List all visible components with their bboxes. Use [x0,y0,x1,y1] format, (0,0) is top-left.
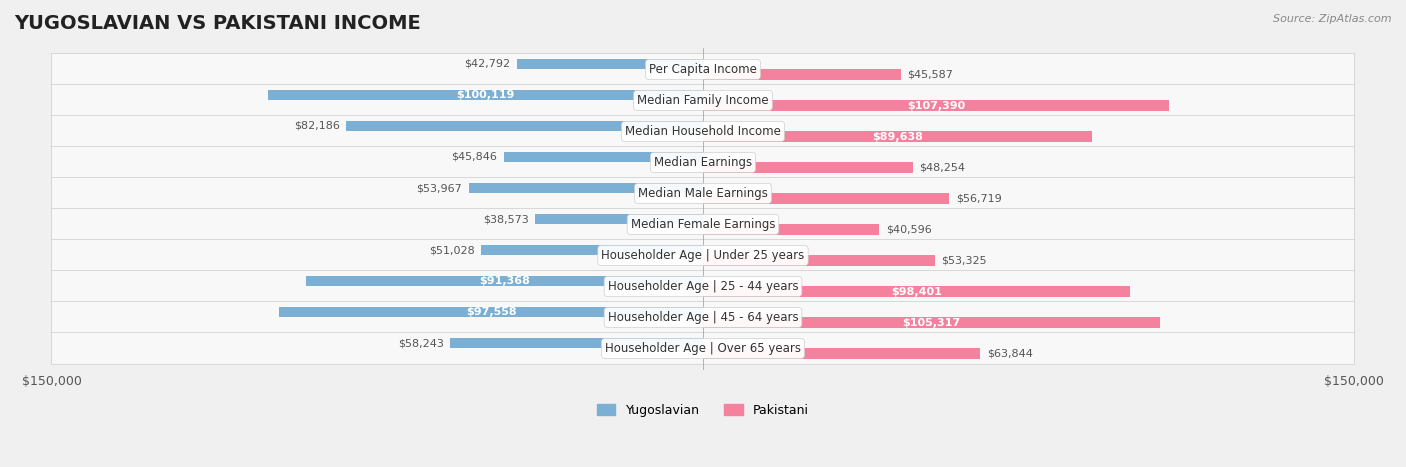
Bar [703,318,1160,328]
FancyBboxPatch shape [52,147,1354,178]
Bar [703,131,1092,142]
Bar [536,213,703,225]
Text: $63,844: $63,844 [987,349,1032,359]
Bar [703,70,901,80]
Text: $56,719: $56,719 [956,194,1001,204]
Text: $48,254: $48,254 [920,163,965,173]
Text: $53,325: $53,325 [941,256,987,266]
Text: $89,638: $89,638 [872,132,924,142]
Text: Source: ZipAtlas.com: Source: ZipAtlas.com [1274,14,1392,24]
Text: Householder Age | 25 - 44 years: Householder Age | 25 - 44 years [607,280,799,293]
Text: $100,119: $100,119 [457,90,515,100]
Legend: Yugoslavian, Pakistani: Yugoslavian, Pakistani [592,399,814,422]
Text: Householder Age | 45 - 64 years: Householder Age | 45 - 64 years [607,311,799,324]
FancyBboxPatch shape [52,54,1354,85]
Text: $38,573: $38,573 [484,214,529,224]
Bar [703,348,980,359]
Text: $40,596: $40,596 [886,225,932,235]
Bar [468,183,703,193]
Text: $98,401: $98,401 [891,287,942,297]
Text: $107,390: $107,390 [907,101,966,111]
Bar [517,58,703,70]
Bar [346,120,703,131]
FancyBboxPatch shape [52,271,1354,302]
Text: $42,792: $42,792 [464,59,510,69]
Text: $105,317: $105,317 [903,318,960,328]
Bar [703,163,912,173]
Bar [481,245,703,255]
Bar [703,286,1130,297]
Text: $91,368: $91,368 [479,276,530,286]
Text: $45,846: $45,846 [451,152,498,162]
Text: Householder Age | Under 25 years: Householder Age | Under 25 years [602,249,804,262]
FancyBboxPatch shape [52,85,1354,116]
Bar [307,276,703,286]
Text: $82,186: $82,186 [294,121,340,131]
Text: $53,967: $53,967 [416,183,463,193]
FancyBboxPatch shape [52,302,1354,333]
Text: Median Female Earnings: Median Female Earnings [631,218,775,231]
Text: $97,558: $97,558 [465,307,516,317]
Bar [269,90,703,100]
Bar [503,152,703,163]
FancyBboxPatch shape [52,177,1354,209]
FancyBboxPatch shape [52,333,1354,364]
Text: $45,587: $45,587 [907,70,953,80]
Bar [450,338,703,348]
Text: Median Male Earnings: Median Male Earnings [638,187,768,200]
FancyBboxPatch shape [52,116,1354,147]
Text: Per Capita Income: Per Capita Income [650,63,756,76]
Text: $51,028: $51,028 [429,245,475,255]
FancyBboxPatch shape [52,209,1354,240]
Text: YUGOSLAVIAN VS PAKISTANI INCOME: YUGOSLAVIAN VS PAKISTANI INCOME [14,14,420,33]
Text: Median Earnings: Median Earnings [654,156,752,169]
Text: Median Household Income: Median Household Income [626,125,780,138]
FancyBboxPatch shape [52,240,1354,271]
Bar [703,193,949,204]
Text: Median Family Income: Median Family Income [637,94,769,107]
Text: Householder Age | Over 65 years: Householder Age | Over 65 years [605,342,801,355]
Bar [703,100,1170,111]
Bar [703,225,879,235]
Text: $58,243: $58,243 [398,338,443,348]
Bar [703,255,935,266]
Bar [280,307,703,318]
